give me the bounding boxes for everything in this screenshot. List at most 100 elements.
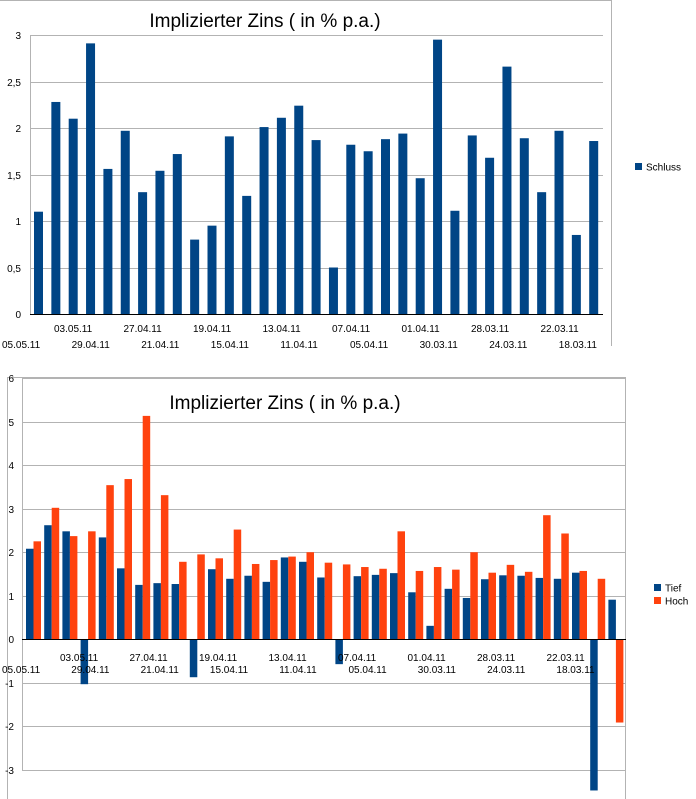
bar-tief (408, 592, 416, 640)
y-tick-label: 0 (15, 310, 21, 321)
x-tick-label: 18.03.11 (559, 340, 598, 351)
x-tick-label: 05.05.11 (2, 340, 41, 351)
y-tick-label: 1,5 (7, 171, 21, 182)
bar-schluss (207, 225, 217, 314)
y-tick-label: 4 (8, 461, 14, 472)
x-tick-label: 28.03.11 (477, 653, 516, 664)
y-tick-label: -2 (5, 722, 14, 733)
bar-schluss (51, 101, 61, 315)
bar-tief (553, 578, 562, 640)
legend-swatch-schluss (635, 163, 642, 170)
x-tick-label: 13.04.11 (269, 653, 308, 664)
y-tick-label: 3 (8, 505, 14, 516)
bar-schluss (381, 139, 390, 314)
bar-hoch (69, 536, 78, 640)
bar-tief (499, 575, 507, 640)
x-tick-label: 30.03.11 (420, 340, 459, 351)
bar-schluss (467, 135, 477, 314)
bar-tief (226, 578, 234, 640)
chart-2: -3 -2 -1 0 1 2 3 4 5 6 Implizierter Zins ( in % p.… (2, 374, 688, 799)
x-tick-label: 29.04.11 (72, 340, 111, 351)
y-tick-label: 1 (15, 217, 21, 228)
bar-hoch (51, 507, 60, 640)
x-tick-label: 11.04.11 (280, 340, 318, 351)
bar-schluss (155, 170, 165, 314)
bar-hoch (543, 515, 551, 640)
bar-tief (371, 574, 380, 640)
bar-schluss (519, 138, 529, 314)
bar-hoch (215, 558, 223, 640)
bar-hoch (524, 571, 533, 640)
bar-tief (80, 639, 89, 685)
bar-schluss (537, 192, 547, 314)
bar-tief (280, 557, 289, 640)
y-tick-label: 3 (15, 31, 21, 42)
bar-schluss (224, 136, 234, 314)
x-tick-label: 15.04.11 (210, 665, 249, 676)
bar-schluss (571, 234, 581, 314)
bar-hoch (179, 561, 187, 640)
x-tick-label: 01.04.11 (402, 324, 441, 335)
bar-hoch (233, 529, 242, 640)
bar-tief (135, 584, 143, 640)
x-tick-label: 19.04.11 (193, 324, 232, 335)
x-tick-label: 27.04.11 (124, 324, 163, 335)
x-tick-label: 24.03.11 (489, 340, 528, 351)
bar-hoch (142, 415, 151, 640)
bar-schluss (259, 127, 269, 314)
bar-tief (462, 597, 471, 640)
x-tick-label: 15.04.11 (211, 340, 250, 351)
bar-tief (262, 581, 271, 640)
bar-hoch (561, 533, 569, 640)
bar-tief (26, 548, 34, 640)
chart-title: Implizierter Zins ( in % p.a.) (149, 11, 380, 32)
bar-tief (517, 575, 525, 640)
x-tick-label: 19.04.11 (199, 653, 238, 664)
bar-tief (117, 568, 125, 640)
legend-label-hoch: Hoch (665, 597, 688, 608)
x-tick-label: 21.04.11 (141, 340, 180, 351)
bar-hoch (506, 564, 515, 640)
chart-1: 0 0,5 1 1,5 2 2,5 3 Implizierter Zins ( in % p.… (0, 0, 681, 351)
bar-hoch (415, 570, 424, 640)
bar-hoch (306, 552, 314, 640)
bar-hoch (33, 541, 41, 640)
bar-schluss (242, 195, 252, 314)
bar-hoch (615, 639, 624, 723)
bar-hoch (288, 556, 296, 640)
bar-tief (62, 531, 70, 640)
bar-schluss (346, 144, 356, 314)
bar-schluss (103, 168, 113, 314)
bar-tief (153, 583, 161, 640)
legend-swatch-tief (654, 584, 661, 591)
bar-hoch (488, 572, 496, 640)
bar-tief (171, 584, 180, 640)
y-tick-label: 0 (8, 635, 14, 646)
bar-tief (590, 639, 598, 791)
y-tick-label: 0,5 (7, 264, 21, 275)
bar-tief (335, 639, 343, 665)
bar-schluss (190, 239, 200, 314)
x-tick-label: 01.04.11 (408, 653, 447, 664)
bar-schluss (433, 39, 443, 315)
bar-schluss (294, 105, 304, 315)
bar-schluss (502, 66, 512, 315)
bar-hoch (433, 567, 442, 640)
bar-tief (481, 579, 489, 640)
bar-tief (44, 525, 52, 640)
x-tick-label: 29.04.11 (71, 665, 110, 676)
x-tick-label: 03.05.11 (54, 324, 93, 335)
bar-tief (317, 577, 325, 640)
x-tick-label: 05.04.11 (349, 665, 388, 676)
y-tick-label: 5 (8, 418, 14, 429)
x-tick-label: 30.03.11 (418, 665, 457, 676)
x-tick-label: 03.05.11 (60, 653, 99, 664)
bar-schluss (363, 151, 373, 314)
legend-label-tief: Tief (665, 584, 682, 595)
bar-schluss (120, 130, 130, 314)
x-tick-label: 24.03.11 (487, 665, 526, 676)
bar-hoch (470, 552, 478, 640)
bar-schluss (554, 130, 564, 314)
bar-tief (98, 537, 107, 640)
y-tick-label: 6 (8, 374, 14, 385)
